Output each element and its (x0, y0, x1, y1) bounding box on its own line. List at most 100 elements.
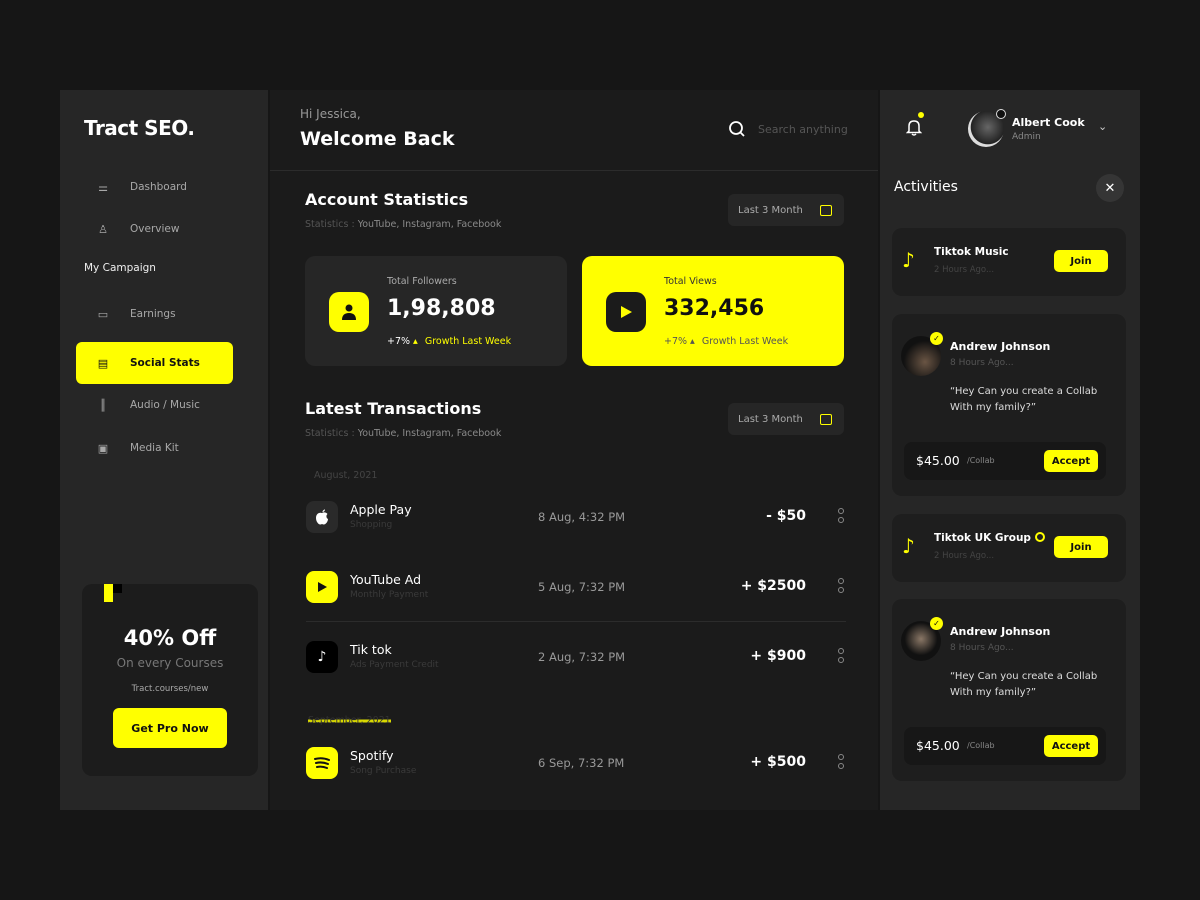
group-label: September, 2021 (308, 715, 391, 726)
join-button[interactable]: Join (1054, 250, 1108, 272)
activity-title: Tiktok Music (934, 246, 1009, 258)
activity-name: Andrew Johnson (950, 625, 1051, 638)
stat-growth: +7% ▴ Growth Last Week (664, 336, 789, 347)
tx-name: YouTube Ad (350, 572, 422, 587)
period-filter[interactable]: Last 3 Month (728, 403, 844, 435)
sidebar-item-audio-music[interactable]: ║ Audio / Music (76, 384, 233, 426)
activity-message: “Hey Can you create a Collab With my fam… (950, 671, 1098, 698)
activity-time: 8 Hours Ago... (950, 358, 1014, 368)
nav-label: Overview (130, 223, 180, 235)
period-filter[interactable]: Last 3 Month (728, 194, 844, 226)
avatar: ✓ (901, 332, 943, 376)
chevron-down-icon[interactable]: ⌄ (1098, 120, 1108, 133)
activity-item: ✓ Andrew Johnson 8 Hours Ago... “Hey Can… (892, 314, 1126, 496)
tx-amount: + $500 (750, 754, 806, 770)
tx-name: Apple Pay (350, 502, 412, 517)
tx-date: 5 Aug, 7:32 PM (538, 580, 626, 594)
more-icon[interactable] (838, 754, 846, 769)
tx-amount: - $50 (766, 508, 806, 524)
more-icon[interactable] (838, 578, 846, 593)
stat-value: 1,98,808 (387, 296, 496, 321)
growth-label: Growth Last Week (424, 336, 512, 347)
user-name: Albert Cook (1012, 116, 1085, 129)
promo-link[interactable]: Tract.courses/new (131, 684, 209, 694)
table-row[interactable]: ♪ Tik tok Ads Payment Credit 2 Aug, 7:32… (306, 632, 846, 682)
accept-button[interactable]: Accept (1044, 735, 1098, 757)
box-icon: ▣ (97, 441, 109, 455)
activity-item: ♪ Tiktok Music 2 Hours Ago... Join (892, 228, 1126, 296)
close-icon[interactable]: ✕ (1096, 174, 1124, 202)
offer-row: $45.00 /Collab Accept (904, 442, 1106, 480)
play-icon (306, 571, 338, 603)
subtitle-value: YouTube, Instagram, Facebook (357, 428, 502, 439)
activity-time: 2 Hours Ago... (934, 551, 995, 561)
activity-panel: Albert Cook Admin ⌄ Activities ✕ ♪ Tikto… (880, 90, 1140, 810)
avatar: ✓ (901, 617, 943, 661)
nav-label: Social Stats (130, 357, 200, 369)
table-row[interactable]: Spotify Song Purchase 6 Sep, 7:32 PM + $… (306, 738, 846, 788)
table-row[interactable]: YouTube Ad Monthly Payment 5 Aug, 7:32 P… (306, 562, 846, 612)
tiktok-icon: ♪ (306, 641, 338, 673)
activities-title: Activities (894, 179, 958, 195)
user-icon (329, 292, 369, 332)
section-subtitle: Statistics : YouTube, Instagram, Faceboo… (305, 428, 501, 439)
sidebar-item-media-kit[interactable]: ▣ Media Kit (76, 427, 233, 469)
nav-label: Dashboard (130, 181, 187, 193)
bell-icon[interactable] (905, 112, 924, 140)
verified-icon: ✓ (930, 617, 943, 630)
activity-time: 8 Hours Ago... (950, 643, 1014, 653)
offer-price: $45.00 (916, 738, 960, 753)
offer-unit: /Collab (967, 456, 995, 465)
section-title: Account Statistics (305, 190, 469, 209)
tx-category: Shopping (350, 520, 393, 530)
get-pro-button[interactable]: Get Pro Now (113, 708, 227, 748)
play-icon (606, 292, 646, 332)
growth-label: Growth Last Week (701, 336, 789, 347)
spotify-icon (306, 747, 338, 779)
section-label: My Campaign (84, 262, 156, 274)
promo-flag-icon (104, 584, 113, 602)
join-button[interactable]: Join (1054, 536, 1108, 558)
more-icon[interactable] (838, 648, 846, 663)
chat-icon: ▤ (97, 356, 109, 370)
search-bar[interactable]: Search anything (728, 120, 848, 138)
nav-label: Earnings (130, 308, 176, 320)
tx-category: Monthly Payment (350, 590, 429, 600)
activity-title-text: Tiktok UK Group (934, 532, 1031, 544)
avatar[interactable] (968, 109, 1006, 147)
growth-value: +7% (664, 336, 688, 347)
promo-flag-icon (113, 584, 122, 593)
stat-title: Total Followers (387, 276, 457, 287)
promo-title: 40% Off (123, 626, 217, 650)
offer-price: $45.00 (916, 453, 960, 468)
accept-button[interactable]: Accept (1044, 450, 1098, 472)
tx-date: 2 Aug, 7:32 PM (538, 650, 626, 664)
more-icon[interactable] (838, 508, 846, 523)
greeting: Hi Jessica, (300, 107, 361, 121)
tiktok-icon: ♪ (902, 534, 915, 558)
filter-label: Last 3 Month (738, 413, 803, 425)
page-title: Welcome Back (300, 128, 455, 150)
stat-title: Total Views (664, 276, 717, 287)
calendar-icon (820, 204, 832, 216)
nav-label: Media Kit (130, 442, 179, 454)
sidebar-item-overview[interactable]: ♙ Overview (76, 208, 233, 250)
tx-category: Song Purchase (350, 766, 417, 776)
activity-item: ✓ Andrew Johnson 8 Hours Ago... “Hey Can… (892, 599, 1126, 781)
activity-name: Andrew Johnson (950, 340, 1051, 353)
tx-name: Spotify (350, 748, 394, 763)
sidebar-item-earnings[interactable]: ▭ Earnings (76, 293, 233, 335)
activity-item: ♪ Tiktok UK Group 2 Hours Ago... Join (892, 514, 1126, 582)
user-icon: ♙ (98, 222, 108, 236)
sidebar: Tract SEO. ⚌ Dashboard ♙ Overview My Campa… (60, 90, 268, 810)
search-input[interactable]: Search anything (758, 122, 848, 136)
growth-value: +7% (387, 336, 411, 347)
activity-time: 2 Hours Ago... (934, 265, 995, 275)
activity-title: Tiktok UK Group (934, 532, 1045, 544)
offer-row: $45.00 /Collab Accept (904, 727, 1106, 765)
stat-card-views: Total Views 332,456 +7% ▴ Growth Last We… (582, 256, 844, 366)
sidebar-item-social-stats[interactable]: ▤ Social Stats (76, 342, 233, 384)
subtitle-label: Statistics : (305, 428, 355, 439)
sidebar-item-dashboard[interactable]: ⚌ Dashboard (76, 166, 233, 208)
table-row[interactable]: Apple Pay Shopping 8 Aug, 4:32 PM - $50 (306, 492, 846, 542)
